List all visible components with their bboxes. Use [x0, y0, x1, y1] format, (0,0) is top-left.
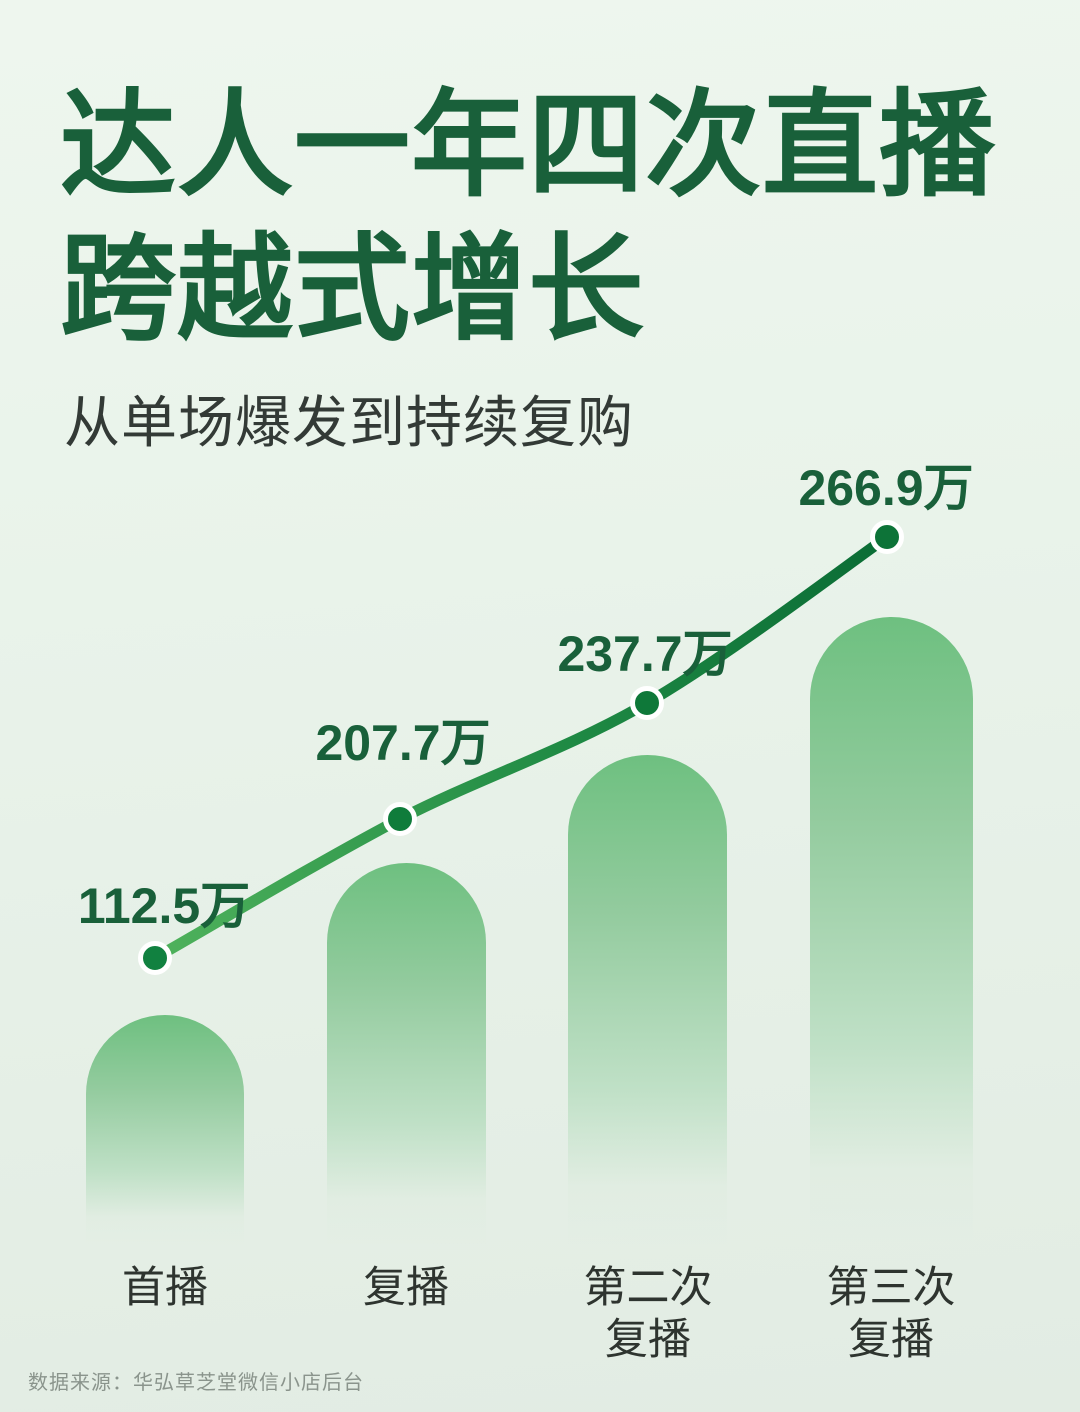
x-axis-label-1: 首播 [122, 1264, 208, 1312]
page-title-line-2: 跨越式增长 [60, 223, 645, 354]
trend-line [149, 531, 893, 964]
data-point-dot-3 [630, 686, 664, 720]
data-point-dot-4 [870, 520, 904, 554]
bar-session-2 [327, 863, 486, 1245]
x-axis-label-3: 第二次 复播 [583, 1264, 713, 1365]
data-point-dot-1 [138, 941, 172, 975]
value-label-3: 237.7万 [557, 626, 733, 682]
page-title: 达人一年四次直播 跨越式增长 [60, 74, 996, 362]
x-axis-label-2: 复播 [363, 1264, 449, 1312]
value-label-1: 112.5万 [77, 878, 251, 934]
value-label-2: 207.7万 [315, 715, 491, 771]
bar-session-1 [86, 1015, 244, 1245]
page-subtitle: 从单场爆发到持续复购 [64, 391, 634, 454]
bar-session-4 [810, 617, 973, 1245]
data-source-note: 数据来源：华弘草芝堂微信小店后台 [28, 1372, 364, 1394]
value-label-4: 266.9万 [798, 460, 974, 516]
page-title-line-1: 达人一年四次直播 [60, 80, 996, 210]
x-axis-label-4: 第三次 复播 [826, 1264, 956, 1365]
data-point-dot-2 [383, 802, 417, 836]
bar-session-3 [568, 755, 727, 1245]
